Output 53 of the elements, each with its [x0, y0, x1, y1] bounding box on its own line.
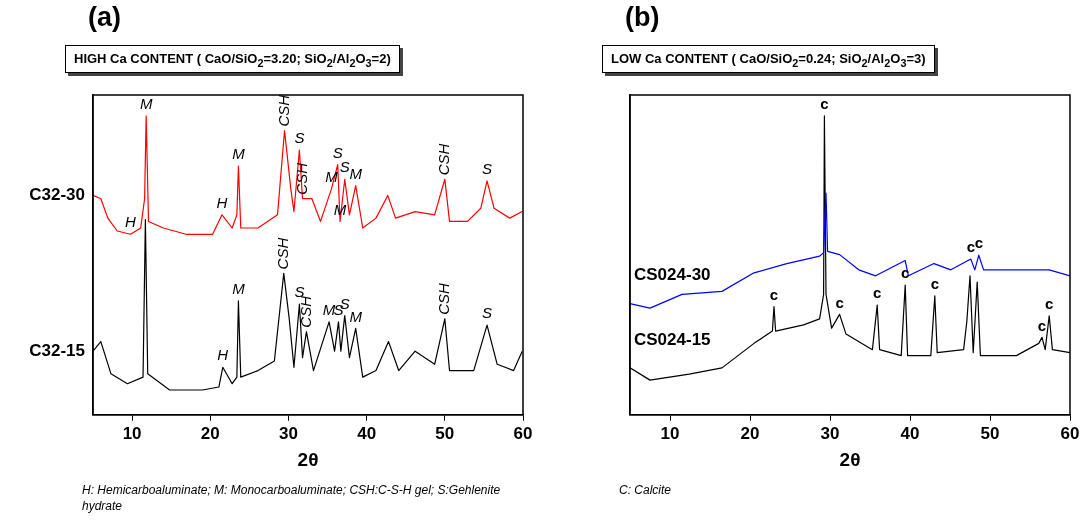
series-label: CS024-15: [634, 329, 711, 349]
annotation: c: [901, 264, 910, 282]
x-tick-label: 50: [980, 423, 1000, 443]
series-label: CS024-30: [634, 265, 711, 285]
text: LOW Ca CONTENT ( CaO/SiO$_{2}$=0.24; SiO$_{2}$/Al$_{2}$O$_{3}$=3): [611, 51, 926, 69]
annotation: CSH: [292, 162, 310, 195]
annotation: CSH: [434, 143, 452, 176]
x-tick-label: 20: [200, 423, 220, 443]
annotation: CSH: [273, 237, 291, 270]
annotation: CSH: [434, 283, 452, 315]
series-label: C32-15: [29, 340, 85, 360]
annotation: M: [349, 307, 363, 325]
annotation: H: [217, 346, 229, 364]
annotation: S: [294, 129, 305, 147]
chart-title: (b): [625, 2, 660, 33]
annotation: c: [1037, 316, 1047, 334]
x-tick-label: 10: [660, 423, 680, 443]
annotation: c: [769, 285, 779, 303]
x-axis-title: 2θ: [839, 448, 861, 470]
x-tick-label: 50: [435, 423, 455, 443]
annotation: c: [873, 284, 882, 302]
annotation: S: [482, 159, 493, 177]
x-tick-label: 20: [740, 423, 760, 443]
x-tick-label: 30: [278, 423, 298, 443]
x-tick-label: 30: [820, 423, 840, 443]
annotation: M: [232, 280, 246, 298]
x-tick-label: 40: [900, 423, 920, 443]
annotation: S: [482, 304, 493, 322]
annotation: H: [216, 194, 228, 212]
x-axis-title: 2θ: [297, 448, 319, 470]
annotation: S: [332, 143, 343, 161]
annotation: c: [930, 274, 939, 292]
annotation: c: [1045, 295, 1054, 313]
x-tick-label: 60: [513, 423, 533, 443]
annotation: M: [322, 301, 336, 319]
annotation: c: [835, 293, 844, 311]
chart-title: (a): [88, 2, 121, 33]
text: H: Hemicarboaluminate; M: Monocarboaluminate; CSH:C-S-H gel; S:Gehlenite hydrate: [82, 482, 502, 514]
x-tick-label: 60: [1060, 423, 1080, 443]
x-tick-label: 10: [122, 423, 142, 443]
annotation: H: [125, 213, 137, 231]
annotation: M: [232, 145, 246, 163]
annotation: c: [974, 234, 983, 252]
annotation: CSH: [274, 94, 292, 127]
annotation: c: [820, 95, 829, 113]
annotation: M: [349, 164, 363, 182]
x-tick-label: 40: [357, 423, 377, 443]
text: HIGH Ca CONTENT ( CaO/SiO$_{2}$=3.20; SiO$_{2}$/Al$_{2}$O$_{3}$=2): [74, 51, 391, 69]
annotation: S: [339, 158, 350, 176]
series-label: C32-30: [29, 185, 85, 205]
annotation: c: [966, 238, 975, 256]
annotation: M: [139, 95, 153, 113]
text: C: Calcite: [619, 482, 672, 498]
